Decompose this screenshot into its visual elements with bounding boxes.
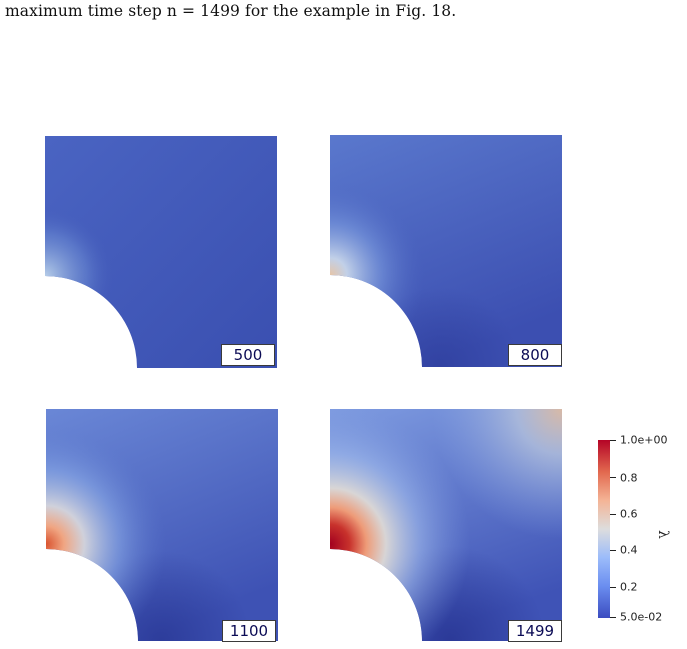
colorbar-tick xyxy=(610,514,616,515)
colorbar-label-min: 5.0e-02 xyxy=(620,610,663,624)
field-panel-800: 800 xyxy=(330,135,562,367)
colorbar-tick xyxy=(610,440,616,441)
field-panel-1100: 1100 xyxy=(46,409,278,642)
colorbar-tick xyxy=(610,477,616,478)
colorbar-tick xyxy=(610,617,616,618)
colorbar-label: 0.6 xyxy=(620,507,638,521)
figure-caption: maximum time step n = 1499 for the examp… xyxy=(5,2,457,20)
time-step-label: 1499 xyxy=(508,620,562,642)
colorbar-tick xyxy=(610,587,616,588)
time-step-label: 500 xyxy=(221,344,275,366)
colorbar-label-max: 1.0e+00 xyxy=(620,433,668,447)
colorbar-label: 0.2 xyxy=(620,580,638,594)
colorbar xyxy=(598,440,610,618)
time-step-label: 800 xyxy=(508,344,562,366)
time-step-label: 1100 xyxy=(222,620,276,642)
colorbar-label: 0.8 xyxy=(620,471,638,485)
colorbar-label: 0.4 xyxy=(620,543,638,557)
colorbar-title: λ xyxy=(655,530,671,539)
field-panel-500: 500 xyxy=(45,136,277,368)
field-panel-1499: 1499 xyxy=(330,409,562,642)
colorbar-tick xyxy=(610,550,616,551)
